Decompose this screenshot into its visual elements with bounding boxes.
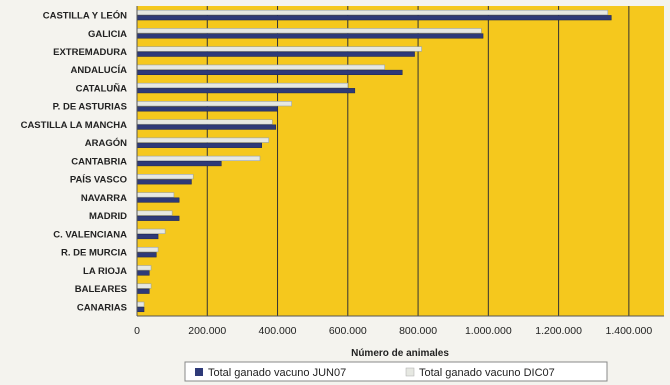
category-label: CANARIAS bbox=[77, 302, 127, 313]
category-label: CATALUÑA bbox=[76, 83, 127, 94]
x-tick-label: 1.000.000 bbox=[465, 325, 512, 337]
bar-jun07 bbox=[136, 33, 484, 39]
category-label: CANTABRIA bbox=[71, 156, 127, 167]
x-tick-label: 200.000 bbox=[188, 325, 226, 337]
bar-jun07 bbox=[136, 51, 415, 57]
bar-dic07 bbox=[136, 246, 159, 253]
bar-jun07 bbox=[136, 142, 262, 148]
bar-dic07 bbox=[136, 265, 152, 271]
bar-jun07 bbox=[136, 179, 192, 185]
category-label: NAVARRA bbox=[81, 193, 127, 204]
bar-jun07 bbox=[136, 15, 612, 21]
bar-jun07 bbox=[136, 197, 180, 203]
category-label: PAÍS VASCO bbox=[70, 175, 127, 186]
category-label: LA RIOJA bbox=[83, 266, 127, 277]
bar-dic07 bbox=[136, 192, 175, 198]
category-labels: CASTILLA Y LEÓN GALICIA EXTREMADURA ANDALUC… bbox=[21, 10, 128, 314]
bars bbox=[136, 9, 612, 313]
category-label: EXTREMADURA bbox=[53, 47, 127, 58]
category-label: C. VALENCIANA bbox=[53, 229, 127, 240]
category-label: P. DE ASTURIAS bbox=[53, 102, 127, 113]
legend-swatch-jun07 bbox=[195, 368, 203, 376]
category-label: MADRID bbox=[89, 211, 127, 222]
bar-dic07 bbox=[136, 301, 145, 307]
bar-jun07 bbox=[136, 306, 145, 313]
bar-dic07 bbox=[136, 155, 261, 162]
legend-swatch-dic07 bbox=[405, 367, 415, 377]
bar-jun07 bbox=[136, 69, 403, 75]
x-tick-label: 1.200.000 bbox=[535, 325, 582, 337]
bar-jun07 bbox=[136, 88, 356, 94]
category-label: CASTILLA LA MANCHA bbox=[21, 120, 128, 131]
bar-jun07 bbox=[136, 106, 278, 112]
x-tick-label: 800.000 bbox=[399, 325, 437, 337]
bar-dic07 bbox=[136, 64, 385, 70]
bar-dic07 bbox=[136, 101, 292, 107]
legend: Total ganado vacuno JUN07 Total ganado v… bbox=[184, 361, 608, 382]
legend-label-jun07: Total ganado vacuno JUN07 bbox=[208, 367, 346, 379]
category-label: GALICIA bbox=[88, 29, 127, 40]
bar-dic07 bbox=[136, 174, 194, 180]
bar-dic07 bbox=[136, 82, 349, 89]
category-label: ARAGÓN bbox=[85, 137, 127, 149]
bar-dic07 bbox=[136, 28, 482, 34]
bar-jun07 bbox=[136, 124, 277, 130]
x-tick-label: 1.400.000 bbox=[606, 325, 653, 337]
legend-box bbox=[184, 361, 608, 382]
bar-jun07 bbox=[136, 233, 159, 240]
x-axis-title: Número de animales bbox=[351, 348, 449, 359]
bar-dic07 bbox=[136, 283, 152, 289]
bar-jun07 bbox=[136, 161, 222, 167]
category-label: R. DE MURCIA bbox=[61, 248, 127, 259]
category-label: CASTILLA Y LEÓN bbox=[43, 10, 127, 22]
category-label: BALEARES bbox=[75, 284, 127, 295]
bar-jun07 bbox=[136, 215, 180, 221]
category-label: ANDALUCÍA bbox=[71, 65, 128, 76]
legend-label-dic07: Total ganado vacuno DIC07 bbox=[419, 367, 555, 379]
x-tick-label: 0 bbox=[134, 325, 140, 337]
bar-jun07 bbox=[136, 288, 150, 294]
bar-dic07 bbox=[136, 119, 273, 125]
x-tick-label: 600.000 bbox=[329, 325, 367, 337]
bar-jun07 bbox=[136, 270, 150, 276]
bar-jun07 bbox=[136, 252, 157, 258]
bar-dic07 bbox=[136, 228, 166, 234]
bar-dic07 bbox=[136, 46, 422, 52]
bar-dic07 bbox=[136, 137, 270, 143]
x-tick-label: 400.000 bbox=[259, 325, 297, 337]
grid-lines bbox=[206, 6, 630, 316]
bar-dic07 bbox=[136, 9, 609, 16]
bar-dic07 bbox=[136, 210, 173, 216]
x-tick-labels: 0 200.000 400.000 600.000 800.000 1.000.000 1.… bbox=[134, 325, 652, 337]
